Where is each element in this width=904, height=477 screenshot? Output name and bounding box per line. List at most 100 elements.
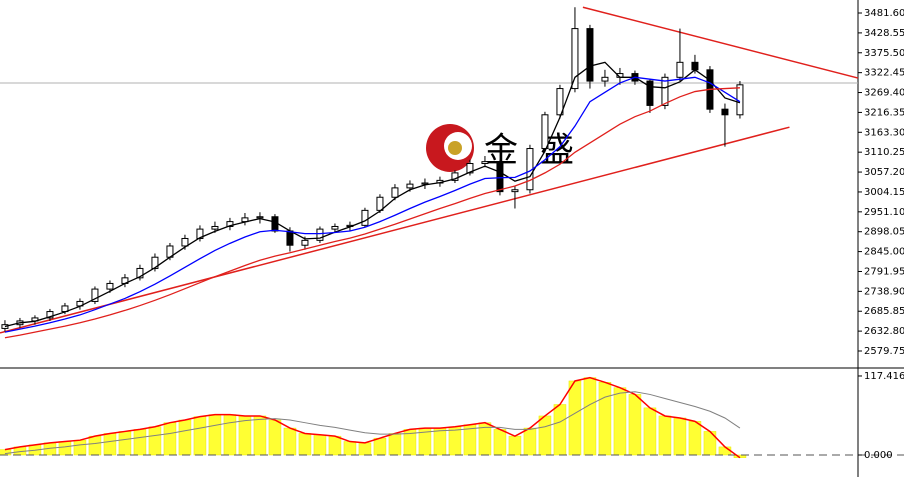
moving-average [4, 61, 741, 328]
histogram-bar [688, 421, 702, 456]
histogram-bar [58, 441, 72, 456]
candle-body [676, 61, 684, 78]
y-tick-label: 3110.25 [864, 147, 904, 158]
candle-body [91, 288, 99, 302]
candle-body [646, 80, 654, 106]
candle-body [226, 221, 234, 227]
candle-body [376, 196, 384, 211]
y-tick-label: 3004.15 [864, 187, 904, 198]
y-tick-label: 2951.10 [864, 207, 904, 218]
y-tick-label: 2738.90 [864, 286, 904, 297]
y-tick-label: 3481.60 [864, 8, 904, 19]
logo-coin [448, 141, 462, 155]
histogram-bar [88, 435, 102, 456]
candle-body [466, 163, 474, 174]
histogram-bar [508, 435, 522, 456]
y-tick-label: 3163.30 [864, 127, 904, 138]
histogram-bar [133, 429, 147, 456]
y-tick-label: 3269.40 [864, 88, 904, 99]
candle-body [601, 76, 609, 82]
histogram-bar [493, 429, 507, 456]
candle-body [211, 225, 219, 230]
y-tick-label: 2632.80 [864, 326, 904, 337]
trendline [582, 6, 859, 79]
histogram-bar [103, 433, 117, 456]
histogram-bar [178, 419, 192, 456]
candle-body [511, 189, 519, 193]
histogram-bar [673, 417, 687, 456]
y-tick-label: 0.000 [864, 450, 893, 461]
candle-body [136, 267, 144, 279]
candle-body [406, 183, 414, 189]
candle-body [256, 216, 264, 219]
histogram-bar [328, 435, 342, 456]
histogram-bar [718, 446, 732, 456]
y-tick-label: 117.416 [864, 371, 904, 382]
y-tick-label: 2579.75 [864, 346, 904, 357]
moving-average [4, 87, 740, 339]
candle-body [541, 114, 549, 150]
candle-body [496, 161, 504, 193]
y-tick-label: 3375.50 [864, 48, 904, 59]
histogram-bar [298, 433, 312, 456]
y-tick-label: 2845.00 [864, 247, 904, 258]
histogram-bar [523, 427, 537, 456]
histogram-bar [358, 442, 372, 456]
candle-body [106, 282, 114, 290]
macd-line [4, 376, 741, 459]
histogram-bar [433, 427, 447, 456]
candle-body [181, 237, 189, 247]
candle-body [571, 28, 579, 90]
histogram-bar [658, 415, 672, 456]
candle-body [421, 182, 429, 185]
candle-body [691, 61, 699, 71]
histogram-bar [538, 415, 552, 456]
histogram-bar [253, 415, 267, 456]
histogram-bar [598, 382, 612, 456]
y-tick-label: 3057.20 [864, 167, 904, 178]
histogram-bar [268, 419, 282, 456]
histogram-bar [223, 414, 237, 456]
histogram-bar [553, 404, 567, 456]
histogram-bar [613, 387, 627, 456]
histogram-bar [448, 426, 462, 456]
histogram-bar [118, 431, 132, 456]
candle-body [721, 108, 729, 116]
histogram-bar [373, 437, 387, 456]
y-tick-label: 2685.85 [864, 306, 904, 317]
y-tick-label: 3216.35 [864, 107, 904, 118]
y-tick-label: 3322.45 [864, 68, 904, 79]
histogram-bar [193, 416, 207, 456]
histogram-bar [583, 377, 597, 456]
candle-body [286, 230, 294, 246]
trendline [0, 126, 790, 334]
candle-body [451, 172, 459, 181]
candle-body [661, 76, 669, 106]
candle-body [301, 239, 309, 246]
signal-line [4, 391, 741, 455]
histogram-bar [0, 449, 12, 456]
y-tick-label: 3428.55 [864, 28, 904, 39]
candle-body [361, 209, 369, 226]
y-tick-label: 2898.05 [864, 227, 904, 238]
candle-body [586, 28, 594, 82]
logo [426, 124, 474, 172]
moving-average [4, 76, 741, 333]
histogram-bar [343, 441, 357, 456]
histogram-bar [628, 394, 642, 456]
candle-body [316, 228, 324, 241]
histogram-bar [643, 407, 657, 456]
candle-body [46, 311, 54, 319]
histogram-bar [313, 434, 327, 456]
candle-body [331, 225, 339, 230]
candle-body [391, 187, 399, 198]
histogram-bar [568, 380, 582, 456]
histogram-bar [283, 427, 297, 456]
candle-body [556, 88, 564, 116]
histogram-bar [733, 454, 747, 458]
histogram-bar [208, 414, 222, 456]
histogram-bar [388, 433, 402, 456]
histogram-bar [73, 439, 87, 456]
histogram-bar [238, 415, 252, 456]
